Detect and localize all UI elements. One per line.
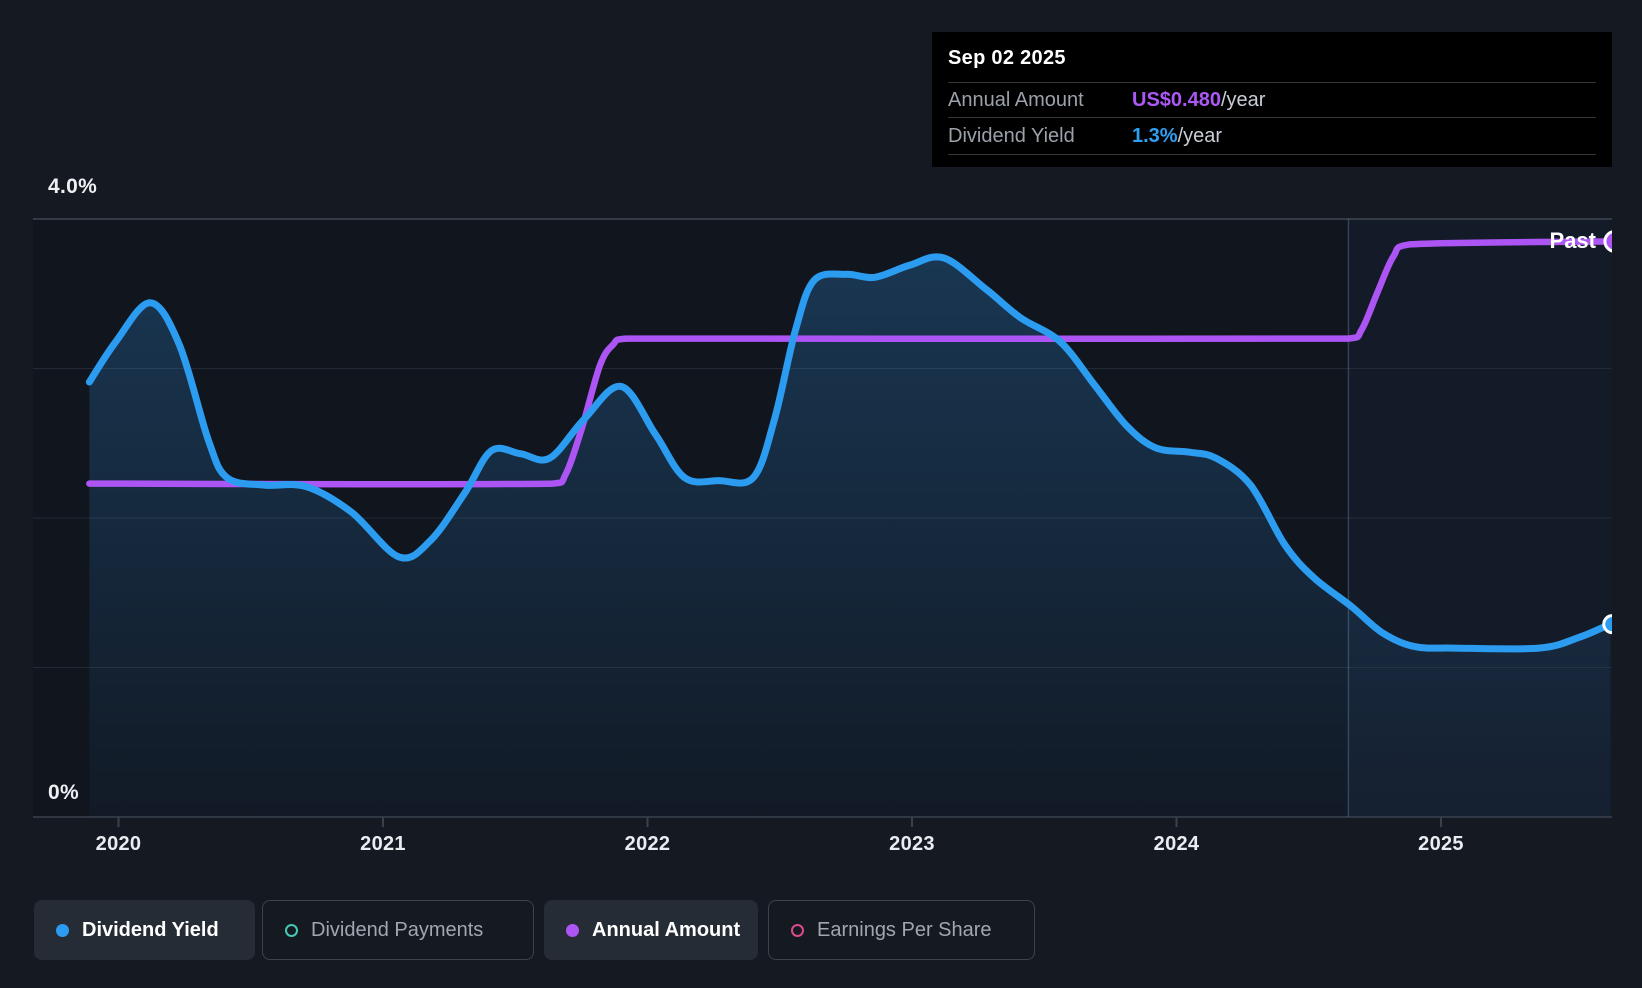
dividend-yield-dot-icon	[56, 923, 69, 937]
legend-dividend-yield-button[interactable]: Dividend Yield	[34, 900, 255, 960]
tooltip-date: Sep 02 2025	[948, 47, 1066, 69]
x-axis-label: 2023	[889, 833, 935, 855]
legend-earnings-per-share-button[interactable]: Earnings Per Share	[768, 900, 1035, 960]
tooltip-annual-amount-value: US$0.480	[1132, 88, 1221, 111]
earnings-per-share-ring-icon	[791, 923, 804, 937]
legend-dividend-payments-button[interactable]: Dividend Payments	[262, 900, 534, 960]
tooltip-dividend-yield-value: 1.3%	[1132, 124, 1178, 147]
x-axis-label: 2022	[624, 833, 671, 855]
y-axis-label-top: 4.0%	[48, 175, 98, 198]
tooltip-footer	[948, 154, 1596, 169]
annual-amount-end-marker	[1603, 230, 1612, 253]
y-axis-label-zero: 0%	[48, 781, 79, 804]
annual-amount-line	[86, 238, 1612, 488]
tooltip-annual-amount-label: Annual Amount	[948, 88, 1084, 111]
dividend-yield-area	[89, 256, 1611, 818]
past-label: Past	[1549, 228, 1596, 253]
tooltip-dividend-yield-suffix: /year	[1177, 124, 1223, 147]
legend-earnings-per-share-label: Earnings Per Share	[817, 918, 992, 941]
x-axis-label: 2025	[1418, 833, 1464, 855]
tooltip-annual-amount-suffix: /year	[1220, 88, 1266, 111]
dividend-yield-line	[85, 253, 1612, 653]
legend-dividend-yield-label: Dividend Yield	[82, 918, 219, 941]
x-axis-label: 2021	[360, 833, 406, 855]
chart-tooltip: Sep 02 2025 Annual Amount US$0.480 /year…	[932, 32, 1612, 167]
tooltip-dividend-yield-row: Dividend Yield 1.3% /year	[948, 117, 1596, 154]
annual-amount-dot-icon	[566, 923, 579, 937]
legend-annual-amount-label: Annual Amount	[592, 918, 741, 941]
x-axis-label: 2024	[1153, 833, 1200, 855]
legend-annual-amount-button[interactable]: Annual Amount	[544, 900, 758, 960]
legend-dividend-payments-label: Dividend Payments	[311, 918, 484, 941]
dividend-payments-ring-icon	[285, 923, 298, 937]
tooltip-annual-amount-row: Annual Amount US$0.480 /year	[948, 82, 1596, 117]
x-axis-label: 2020	[95, 833, 142, 855]
yield-end-marker	[1602, 614, 1612, 635]
tooltip-dividend-yield-label: Dividend Yield	[948, 124, 1075, 147]
